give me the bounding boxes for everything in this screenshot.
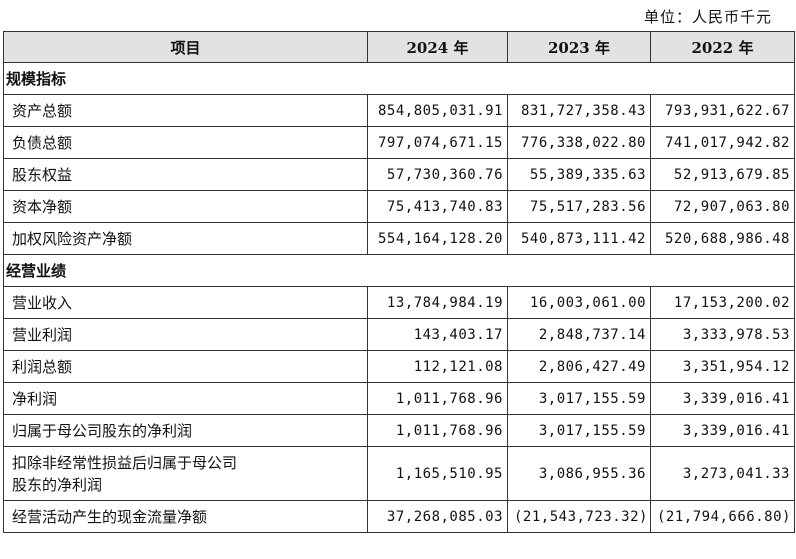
table-row: 经营活动产生的现金流量净额 37,268,085.03 (21,543,723.… xyxy=(3,500,795,533)
cell-2023: 2,848,737.14 xyxy=(507,318,651,351)
row-label: 利润总额 xyxy=(3,350,368,383)
table-row: 净利润 1,011,768.96 3,017,155.59 3,339,016.… xyxy=(3,382,795,415)
cell-2023: 776,338,022.80 xyxy=(507,126,651,159)
table-row: 股东权益 57,730,360.76 55,389,335.63 52,913,… xyxy=(3,158,795,191)
header-row: 项目 2024 年 2023 年 2022 年 xyxy=(3,31,795,63)
section-title: 规模指标 xyxy=(3,62,795,95)
cell-2023: (21,543,723.32) xyxy=(507,500,651,533)
cell-2022: 3,339,016.41 xyxy=(650,382,795,415)
cell-2024: 143,403.17 xyxy=(367,318,508,351)
table-row: 负债总额 797,074,671.15 776,338,022.80 741,0… xyxy=(3,126,795,159)
header-item: 项目 xyxy=(3,31,368,63)
cell-2024: 797,074,671.15 xyxy=(367,126,508,159)
section-title: 经营业绩 xyxy=(3,254,795,287)
cell-2023: 3,017,155.59 xyxy=(507,382,651,415)
table-row: 归属于母公司股东的净利润 1,011,768.96 3,017,155.59 3… xyxy=(3,414,795,447)
cell-2024: 57,730,360.76 xyxy=(367,158,508,191)
cell-2022: 3,273,041.33 xyxy=(650,446,795,501)
row-label: 经营活动产生的现金流量净额 xyxy=(3,500,368,533)
table-row: 资本净额 75,413,740.83 75,517,283.56 72,907,… xyxy=(3,190,795,223)
cell-2024: 1,011,768.96 xyxy=(367,414,508,447)
cell-2022: 17,153,200.02 xyxy=(650,286,795,319)
row-label-line1: 扣除非经常性损益后归属于母公司 xyxy=(12,453,238,472)
row-label: 营业收入 xyxy=(3,286,368,319)
cell-2024: 554,164,128.20 xyxy=(367,222,508,255)
row-label: 营业利润 xyxy=(3,318,368,351)
cell-2022: 52,913,679.85 xyxy=(650,158,795,191)
row-label: 负债总额 xyxy=(3,126,368,159)
row-label: 扣除非经常性损益后归属于母公司 股东的净利润 xyxy=(3,446,368,501)
row-label: 股东权益 xyxy=(3,158,368,191)
cell-2023: 3,086,955.36 xyxy=(507,446,651,501)
cell-2024: 854,805,031.91 xyxy=(367,94,508,127)
row-label: 资产总额 xyxy=(3,94,368,127)
section-row-operations: 经营业绩 xyxy=(3,254,795,287)
row-label: 归属于母公司股东的净利润 xyxy=(3,414,368,447)
section-row-scale: 规模指标 xyxy=(3,62,795,95)
table-row: 扣除非经常性损益后归属于母公司 股东的净利润 1,165,510.95 3,086… xyxy=(3,446,795,501)
cell-2022: 3,333,978.53 xyxy=(650,318,795,351)
header-2023: 2023 年 xyxy=(507,31,651,63)
table-row: 营业利润 143,403.17 2,848,737.14 3,333,978.5… xyxy=(3,318,795,351)
cell-2023: 16,003,061.00 xyxy=(507,286,651,319)
cell-2023: 55,389,335.63 xyxy=(507,158,651,191)
unit-note: 单位：人民币千元 xyxy=(643,8,772,26)
table-row: 利润总额 112,121.08 2,806,427.49 3,351,954.1… xyxy=(3,350,795,383)
cell-2024: 112,121.08 xyxy=(367,350,508,383)
cell-2024: 1,011,768.96 xyxy=(367,382,508,415)
header-2022: 2022 年 xyxy=(650,31,795,63)
cell-2024: 13,784,984.19 xyxy=(367,286,508,319)
table-row: 加权风险资产净额 554,164,128.20 540,873,111.42 5… xyxy=(3,222,795,255)
cell-2022: 3,339,016.41 xyxy=(650,414,795,447)
row-label-line2: 股东的净利润 xyxy=(12,475,103,494)
table-row: 资产总额 854,805,031.91 831,727,358.43 793,9… xyxy=(3,94,795,127)
cell-2023: 3,017,155.59 xyxy=(507,414,651,447)
row-label: 加权风险资产净额 xyxy=(3,222,368,255)
cell-2022: 72,907,063.80 xyxy=(650,190,795,223)
row-label: 资本净额 xyxy=(3,190,368,223)
cell-2022: (21,794,666.80) xyxy=(650,500,795,533)
financial-summary-table: 项目 2024 年 2023 年 2022 年 规模指标 资产总额 854,80… xyxy=(3,31,795,533)
table-row: 营业收入 13,784,984.19 16,003,061.00 17,153,… xyxy=(3,286,795,319)
cell-2022: 793,931,622.67 xyxy=(650,94,795,127)
cell-2023: 540,873,111.42 xyxy=(507,222,651,255)
cell-2024: 1,165,510.95 xyxy=(367,446,508,501)
cell-2023: 75,517,283.56 xyxy=(507,190,651,223)
row-label: 净利润 xyxy=(3,382,368,415)
cell-2022: 741,017,942.82 xyxy=(650,126,795,159)
cell-2023: 2,806,427.49 xyxy=(507,350,651,383)
header-2024: 2024 年 xyxy=(367,31,508,63)
cell-2022: 520,688,986.48 xyxy=(650,222,795,255)
cell-2023: 831,727,358.43 xyxy=(507,94,651,127)
cell-2024: 37,268,085.03 xyxy=(367,500,508,533)
cell-2024: 75,413,740.83 xyxy=(367,190,508,223)
cell-2022: 3,351,954.12 xyxy=(650,350,795,383)
